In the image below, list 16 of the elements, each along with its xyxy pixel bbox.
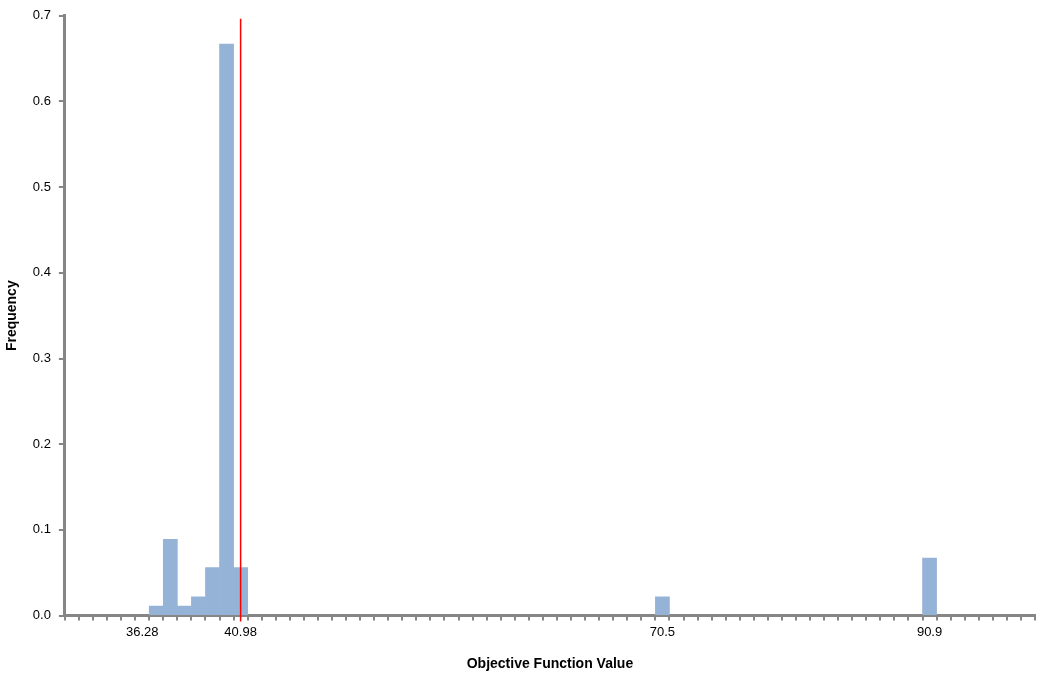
y-axis-title: Frequency bbox=[3, 280, 20, 352]
x-axis-title: Objective Function Value bbox=[466, 655, 634, 672]
y-tick-label: 0.0 bbox=[32, 607, 51, 623]
y-tick-label: 0.3 bbox=[32, 350, 51, 366]
x-tick-label: 40.98 bbox=[224, 623, 257, 639]
x-tick-label: 36.28 bbox=[125, 623, 159, 639]
y-tick-label: 0.6 bbox=[32, 93, 51, 109]
y-tick-label: 0.2 bbox=[32, 435, 51, 451]
bar bbox=[655, 596, 670, 615]
bar bbox=[922, 557, 937, 615]
y-tick-label: 0.5 bbox=[32, 178, 51, 194]
x-tick-label: 70.5 bbox=[649, 623, 676, 639]
y-tick-label: 0.4 bbox=[32, 264, 51, 280]
y-tick-label: 0.1 bbox=[32, 521, 51, 537]
x-tick-label: 90.9 bbox=[916, 623, 943, 639]
y-tick-label: 0.7 bbox=[32, 7, 51, 23]
